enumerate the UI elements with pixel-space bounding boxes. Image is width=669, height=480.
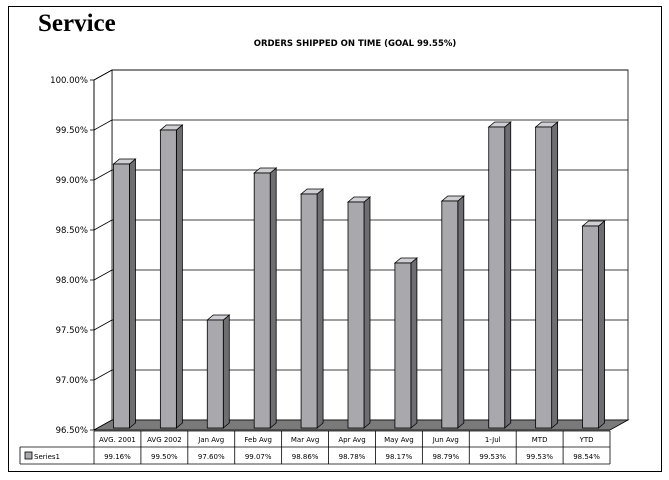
bar-side: [598, 220, 605, 429]
x-tick-label: Apr Avg: [338, 436, 365, 444]
legend-swatch: [24, 451, 33, 460]
bar: [535, 126, 553, 429]
bar-side: [129, 158, 136, 429]
data-label: 98.54%: [573, 453, 600, 461]
x-tick-label: May Avg: [384, 436, 414, 444]
bar-side: [316, 188, 324, 429]
data-label: 99.53%: [526, 453, 553, 461]
y-tick-label: 97.00%: [56, 376, 88, 386]
bar: [582, 225, 599, 429]
bar: [159, 129, 177, 429]
gridline-side: [93, 169, 113, 181]
y-tick-label: 99.00%: [56, 176, 88, 186]
bar: [253, 172, 271, 429]
x-tick-label: AVG. 2001: [99, 436, 136, 444]
x-tick-label: Jan Avg: [197, 436, 224, 444]
x-tick-label: Feb Avg: [244, 436, 272, 444]
bar-side: [457, 195, 465, 429]
data-label: 99.50%: [151, 453, 178, 461]
y-tick-label: 98.50%: [56, 226, 88, 236]
y-tick-label: 98.00%: [56, 276, 88, 286]
gridline-side: [93, 369, 113, 381]
bar: [206, 319, 224, 429]
bar-side: [410, 257, 418, 429]
x-tick-label: MTD: [532, 436, 548, 444]
data-label: 99.07%: [245, 453, 272, 461]
data-label: 98.17%: [386, 453, 413, 461]
bar-side: [504, 121, 512, 429]
chart-title: ORDERS SHIPPED ON TIME (GOAL 99.55%): [254, 39, 457, 49]
page-heading: Service: [38, 10, 116, 37]
legend-label: Series1: [34, 453, 60, 461]
gridline-side: [93, 219, 113, 231]
data-label: 97.60%: [198, 453, 225, 461]
x-tick-label: YTD: [579, 436, 594, 444]
bar-side: [269, 167, 277, 429]
bar-side: [551, 121, 559, 429]
bar: [300, 193, 318, 429]
bar: [441, 200, 459, 429]
bar-side: [363, 196, 371, 429]
gridline-side: [93, 119, 113, 131]
bar: [394, 262, 412, 429]
y-tick-label: 99.50%: [56, 126, 88, 136]
y-tick-label: 100.00%: [50, 76, 88, 86]
plot-side-wall: [93, 69, 113, 431]
x-tick-label: 1-Jul: [485, 436, 501, 444]
bar-side: [222, 314, 230, 429]
x-tick-label: AVG 2002: [147, 436, 182, 444]
bar: [347, 201, 365, 429]
bar-side: [175, 124, 183, 429]
y-tick-label: 96.50%: [56, 426, 88, 436]
bar: [113, 163, 130, 429]
data-label: 99.16%: [104, 453, 131, 461]
data-label: 98.79%: [432, 453, 459, 461]
data-label: 98.78%: [339, 453, 366, 461]
gridline-side: [93, 69, 113, 81]
y-tick-label: 97.50%: [56, 326, 88, 336]
data-label: 98.86%: [292, 453, 319, 461]
gridline-side: [93, 269, 113, 281]
bar: [488, 126, 506, 429]
chart-frame: [8, 6, 662, 472]
data-label: 99.53%: [479, 453, 506, 461]
x-tick-label: Mar Avg: [291, 436, 319, 444]
gridline-side: [93, 319, 113, 331]
x-tick-label: Jun Avg: [432, 436, 459, 444]
